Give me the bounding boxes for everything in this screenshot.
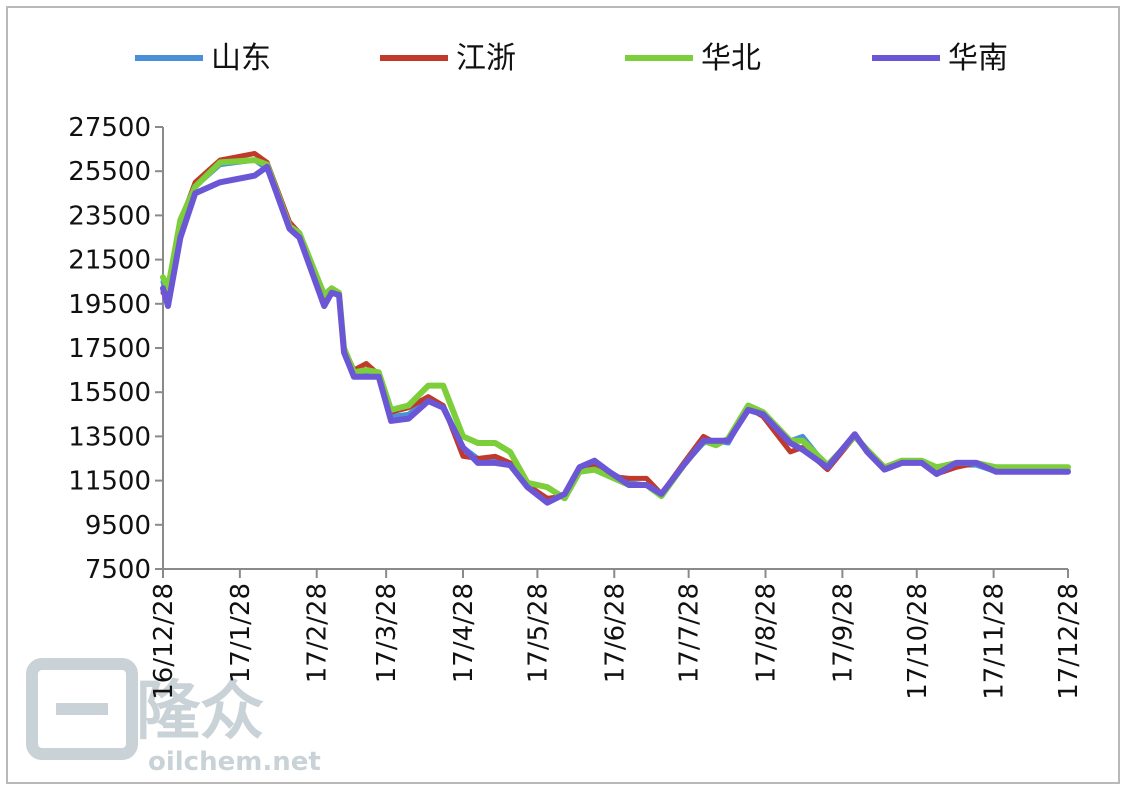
legend-label: 山东 [211, 41, 271, 76]
legend-item-1: 山东 [135, 41, 271, 76]
legend-item-3: 华北 [625, 41, 761, 76]
x-tick-label-17-3-28: 17/3/28 [372, 583, 402, 683]
watermark-cn: 隆众 [136, 675, 264, 749]
axes: 7500 9500 11500 13500 15500 17500 19500 21500 23… [68, 113, 1084, 700]
chart-frame [6, 6, 1120, 784]
y-tick-label-27500: 27500 [68, 113, 151, 143]
y-tick-label-15500: 15500 [68, 378, 151, 408]
y-tick-label-25500: 25500 [68, 157, 151, 187]
watermark: 隆众 oilchem.net [26, 658, 321, 777]
y-tick-label-11500: 11500 [68, 467, 151, 497]
series-line-3 [160, 157, 1071, 502]
y-tick-label-21500: 21500 [68, 246, 151, 276]
series-line-1 [160, 157, 1071, 503]
x-tick-label-17-9-28: 17/9/28 [828, 583, 858, 683]
x-tick-label-16-12-28: 16/12/28 [149, 583, 179, 700]
series-line-4 [160, 163, 1071, 506]
x-tick-label-17-2-28: 17/2/28 [303, 583, 333, 683]
x-tick-label-17-11-28: 17/11/28 [980, 583, 1010, 700]
x-tick-label-17-5-28: 17/5/28 [523, 583, 553, 683]
x-tick-label-17-8-28: 17/8/28 [752, 583, 782, 683]
x-tick-label-17-1-28: 17/1/28 [226, 583, 256, 683]
series-line-2 [160, 151, 1071, 501]
x-tick-label-17-12-28: 17/12/28 [1054, 583, 1084, 700]
x-tick-label-17-7-28: 17/7/28 [675, 583, 705, 683]
y-tick-label-13500: 13500 [68, 422, 151, 452]
watermark-logo [26, 658, 138, 760]
y-tick-label-23500: 23500 [68, 201, 151, 231]
legend-item-2: 江浙 [380, 41, 516, 76]
x-tick-label-17-10-28: 17/10/28 [903, 583, 933, 700]
x-tick-label-17-6-28: 17/6/28 [600, 583, 630, 683]
legend-label: 华北 [701, 41, 761, 76]
legend-label: 江浙 [456, 41, 516, 76]
x-tick-label-17-4-28: 17/4/28 [449, 583, 479, 683]
y-tick-label-17500: 17500 [68, 334, 151, 364]
legend-item-4: 华南 [872, 41, 1008, 76]
y-tick-label-9500: 9500 [85, 511, 151, 541]
y-tick-label-7500: 7500 [85, 555, 151, 585]
legend: 山东 江浙 华北 华南 [135, 41, 1008, 76]
y-tick-label-19500: 19500 [68, 290, 151, 320]
legend-label: 华南 [948, 41, 1008, 76]
watermark-url: oilchem.net [148, 747, 321, 777]
series-lines [160, 151, 1071, 506]
